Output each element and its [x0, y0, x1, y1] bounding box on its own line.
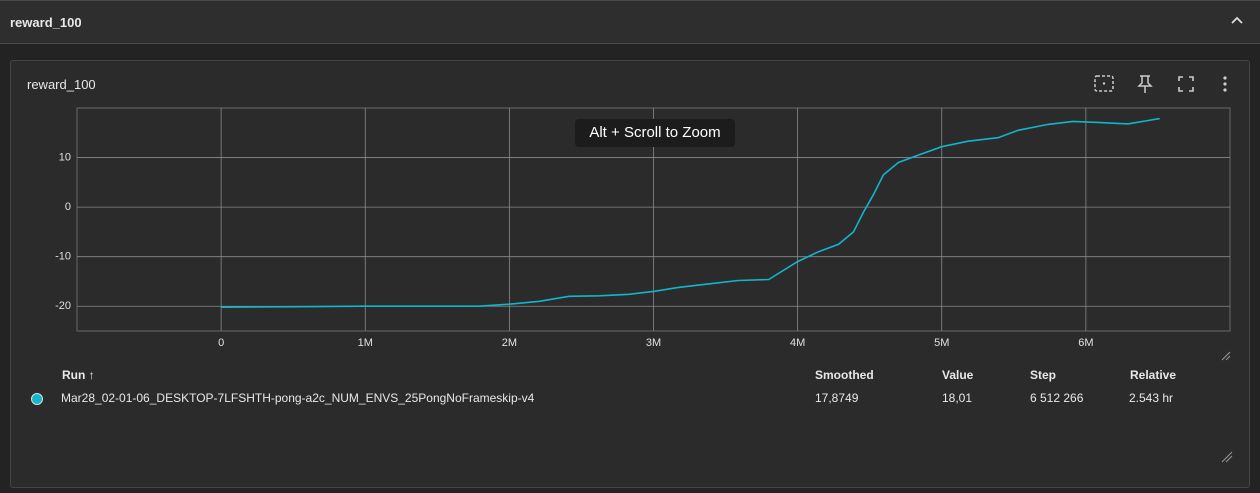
cell: 17,8749 — [815, 391, 859, 405]
run-name: Mar28_02-01-06_DESKTOP-7LFSHTH-pong-a2c_… — [61, 391, 535, 405]
y-tick-label: 10 — [59, 151, 71, 163]
y-tick-label: 0 — [65, 201, 71, 213]
column-header[interactable]: Relative — [1130, 368, 1177, 382]
x-tick-label: 5M — [934, 337, 949, 349]
column-header[interactable]: Step — [1030, 368, 1057, 382]
x-tick-label: 4M — [790, 337, 805, 349]
x-tick-label: 1M — [358, 337, 373, 349]
zoom-hint: Alt + Scroll to Zoom — [575, 119, 735, 147]
x-tick-label: 0 — [218, 337, 224, 349]
fit-icon[interactable] — [1094, 75, 1114, 92]
cell: 6 512 266 — [1030, 391, 1084, 405]
section-header[interactable]: reward_100 — [0, 0, 1260, 44]
series-line — [221, 117, 1160, 308]
resize-handle[interactable] — [1220, 450, 1234, 464]
table-header[interactable]: Run ↑ — [62, 368, 95, 382]
menu-icon[interactable] — [1223, 76, 1227, 92]
column-header[interactable]: Value — [942, 368, 974, 382]
cell: 2.543 hr — [1129, 391, 1174, 405]
column-header: Run — [62, 368, 86, 382]
card-title: reward_100 — [27, 77, 96, 92]
pin-icon[interactable] — [1137, 75, 1153, 93]
sort-indicator: ↑ — [88, 368, 95, 382]
chart[interactable]: -20 -10 0 10 0 1M 2M 3M 4M 5M 6M — [0, 0, 1260, 365]
run-color[interactable] — [31, 393, 43, 405]
y-tick-label: -20 — [55, 300, 71, 312]
cell: 18,01 — [942, 391, 973, 405]
collapse-icon[interactable] — [1230, 15, 1244, 25]
resize-handle[interactable] — [1221, 351, 1231, 361]
x-tick-label: 2M — [502, 337, 517, 349]
card-toolbar — [1094, 75, 1227, 93]
section-title: reward_100 — [10, 15, 82, 30]
column-header[interactable]: Smoothed — [815, 368, 874, 382]
fullscreen-icon[interactable] — [1178, 76, 1194, 92]
x-tick-label: 6M — [1078, 337, 1093, 349]
y-tick-label: -10 — [55, 251, 71, 263]
x-tick-label: 3M — [646, 337, 661, 349]
